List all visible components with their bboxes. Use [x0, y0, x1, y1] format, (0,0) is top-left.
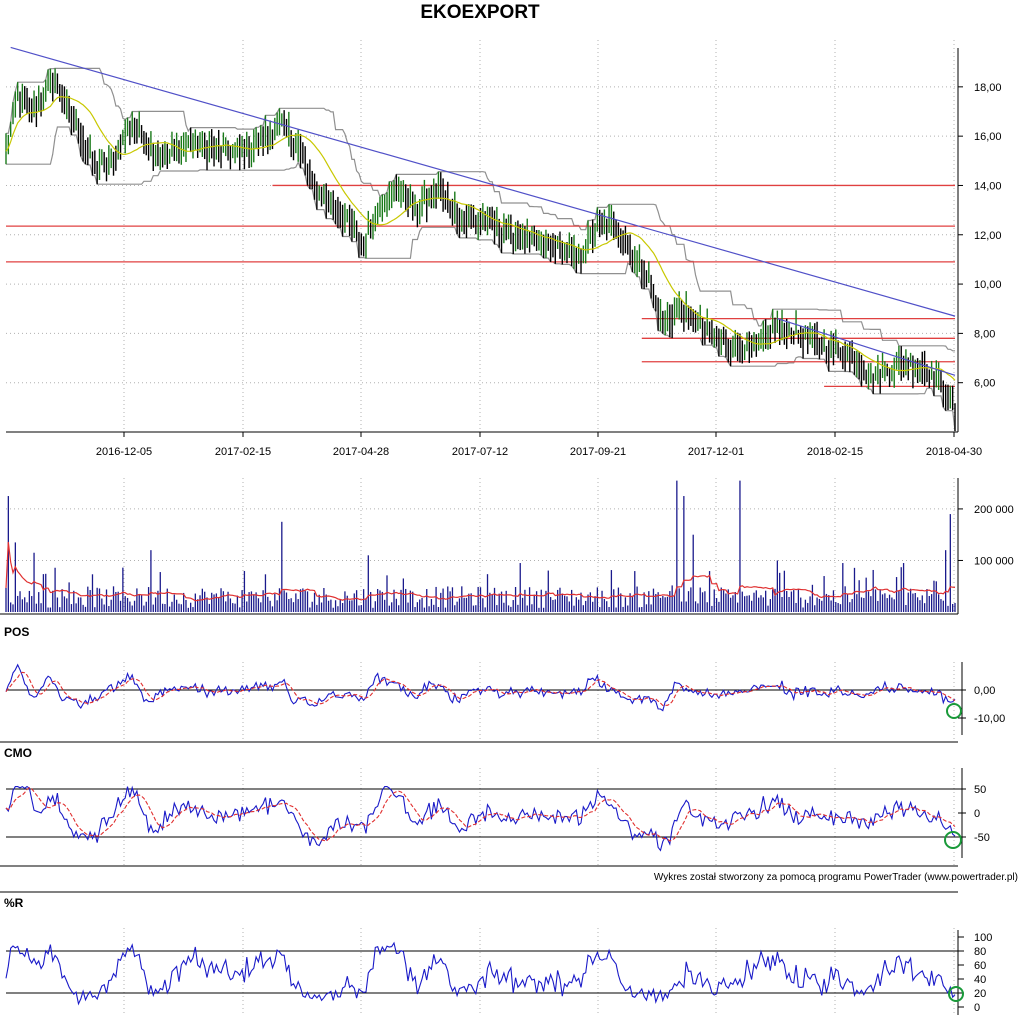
- cmo-panel: 50 0 -50: [0, 768, 990, 867]
- y-tick-label: 50: [974, 784, 986, 796]
- x-tick-label: 2017-02-15: [215, 446, 271, 458]
- cmo-panel-label: CMO: [4, 746, 32, 760]
- x-tick-label: 2016-12-05: [96, 446, 152, 458]
- y-tick-label: 20: [974, 988, 986, 1000]
- credit-text: Wykres został stworzony za pomocą progra…: [653, 872, 1018, 883]
- cmo-line: [5, 785, 956, 852]
- y-tick-label: 0: [974, 808, 980, 820]
- y-tick-label: 16,00: [974, 131, 1002, 143]
- pos-signal-line: [5, 671, 956, 706]
- y-tick-label: 8,00: [974, 328, 995, 340]
- cmo-signal-line: [5, 787, 956, 842]
- x-tick-label: 2017-09-21: [570, 446, 626, 458]
- cmo-signal-marker: [944, 831, 962, 849]
- price-panel: 6,00 8,00 10,00 12,00 14,00 16,00 18,00 2016-12…: [5, 46, 1002, 458]
- trendline: [777, 318, 956, 376]
- envelope-upper: [6, 67, 955, 352]
- y-tick-label: 10,00: [974, 279, 1002, 291]
- chart-title: EKOEXPORT: [420, 2, 540, 23]
- y-tick-label: 80: [974, 946, 986, 958]
- x-tick-label: 2017-04-28: [333, 446, 389, 458]
- y-tick-label: 40: [974, 974, 986, 986]
- pos-signal-marker: [946, 703, 962, 719]
- x-tick-label: 2017-12-01: [688, 446, 744, 458]
- y-tick-label: 14,00: [974, 180, 1002, 192]
- y-tick-label: -50: [974, 832, 990, 844]
- y-tick-label: 0,00: [974, 685, 995, 697]
- r-panel-label: %R: [4, 896, 24, 910]
- y-tick-label: 12,00: [974, 230, 1002, 242]
- y-tick-label: 0: [974, 1002, 980, 1014]
- envelope-lower: [6, 126, 956, 432]
- pos-panel: 0,00 -10,00: [0, 662, 1005, 743]
- y-tick-label: 6,00: [974, 378, 995, 390]
- volume-panel: 100 000 200 000: [0, 478, 1014, 615]
- y-tick-label: 200 000: [974, 504, 1014, 516]
- y-tick-label: 18,00: [974, 82, 1002, 94]
- volume-average-line: [5, 541, 956, 602]
- grid: [123, 40, 955, 1015]
- r-panel: 100 80 60 40 20 0: [0, 891, 992, 1015]
- williams-r-line: [5, 941, 956, 1006]
- x-tick-label: 2017-07-12: [452, 446, 508, 458]
- trendline: [10, 46, 956, 317]
- r-signal-marker: [948, 986, 964, 1002]
- y-tick-label: 100: [974, 932, 992, 944]
- y-tick-label: -10,00: [974, 713, 1005, 725]
- pos-line: [5, 663, 956, 712]
- y-tick-label: 100 000: [974, 555, 1014, 567]
- moving-average-line: [5, 96, 956, 381]
- x-tick-label: 2018-02-15: [807, 446, 863, 458]
- pos-panel-label: POS: [4, 625, 30, 639]
- y-tick-label: 60: [974, 960, 986, 972]
- x-tick-label: 2018-04-30: [926, 446, 982, 458]
